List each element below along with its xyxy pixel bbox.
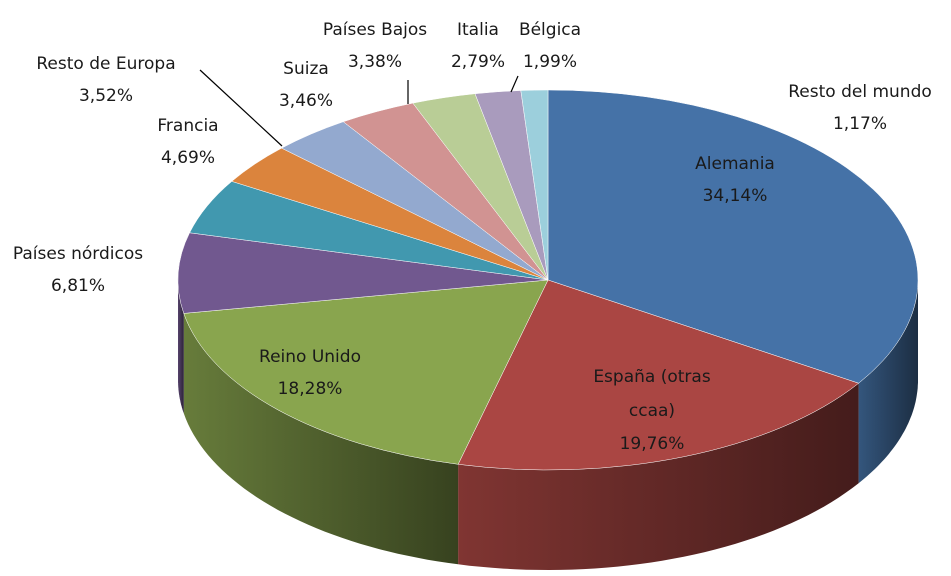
- slice: [183, 279, 549, 465]
- value-label: 18,28%: [277, 379, 343, 399]
- pie-sides: [178, 280, 918, 570]
- leader-line: [510, 75, 519, 93]
- slice-label: Francia 4,69%: [157, 110, 218, 174]
- slice-label: Países nórdicos 6,81%: [13, 238, 143, 302]
- leader-line: [199, 69, 283, 147]
- value-label: 3,52%: [78, 86, 134, 106]
- slice-side: [178, 280, 184, 414]
- category-label: Bélgica: [518, 20, 582, 40]
- value-label: 2,79%: [450, 52, 506, 72]
- value-label: 3,46%: [278, 91, 334, 111]
- slice-label: Bélgica 1,99%: [519, 14, 581, 78]
- category-label: Suiza: [283, 59, 329, 79]
- slice-label: Resto del mundo 1,17%: [788, 76, 932, 140]
- category-label: Resto del mundo: [788, 82, 932, 102]
- value-label: 19,76%: [619, 434, 685, 454]
- slice: [520, 89, 549, 281]
- value-label: 4,69%: [160, 148, 215, 168]
- value-label: 3,38%: [347, 52, 402, 72]
- slice-label: España (otras ccaa) 19,76%: [577, 360, 727, 460]
- category-label: España (otras ccaa): [593, 367, 711, 421]
- slice-label: Suiza 3,46%: [279, 53, 333, 117]
- category-label: Países Bajos: [322, 20, 428, 40]
- slice-label: Reino Unido 18,28%: [259, 341, 361, 405]
- value-label: 6,81%: [50, 276, 106, 296]
- slice: [457, 279, 860, 471]
- slice-side: [458, 383, 859, 570]
- slice-label: Italia 2,79%: [451, 14, 505, 78]
- value-label: 1,17%: [832, 114, 888, 134]
- slice-side: [858, 280, 918, 484]
- slice-label: Alemania 34,14%: [695, 148, 775, 212]
- category-label: Reino Unido: [259, 347, 361, 367]
- slice-label: Resto de Europa 3,52%: [36, 48, 175, 112]
- pie-tops: [177, 89, 919, 471]
- slice-label: Países Bajos 3,38%: [323, 14, 427, 78]
- category-label: Francia: [157, 116, 219, 136]
- slice: [547, 89, 919, 384]
- category-label: Países nórdicos: [12, 244, 144, 264]
- category-label: Alemania: [695, 154, 775, 174]
- category-label: Resto de Europa: [36, 54, 176, 74]
- value-label: 1,99%: [522, 52, 577, 72]
- slice: [177, 232, 549, 314]
- slice-side: [183, 313, 459, 565]
- value-label: 34,14%: [702, 186, 768, 206]
- category-label: Italia: [457, 20, 499, 40]
